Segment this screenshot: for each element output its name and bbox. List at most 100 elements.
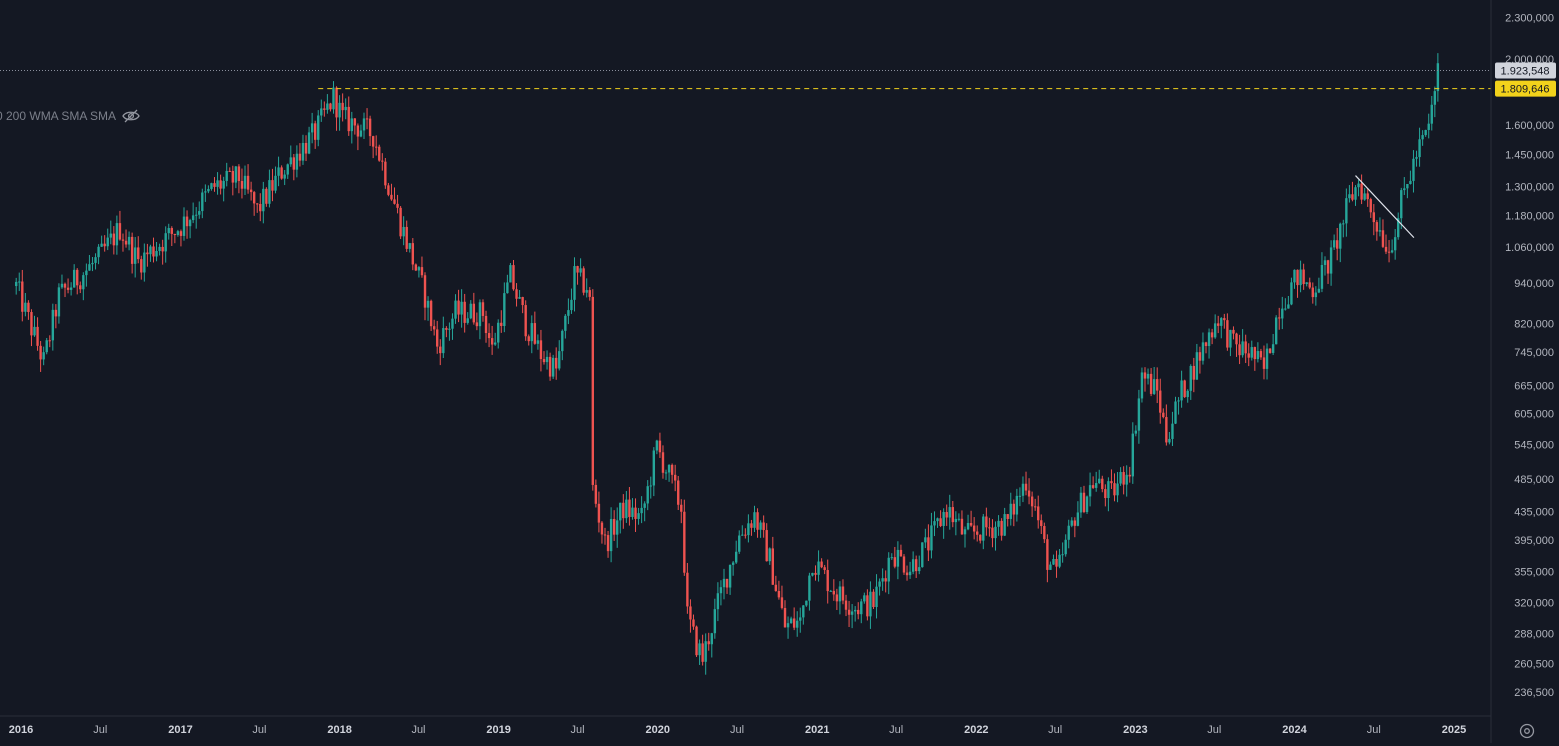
- candle: [875, 574, 878, 619]
- candle: [484, 310, 488, 343]
- candle: [478, 299, 482, 340]
- candle: [1329, 240, 1333, 286]
- candle: [1384, 234, 1388, 255]
- candle: [1110, 469, 1113, 489]
- price-axis[interactable]: 236,500 260,500 288,000 320,000 355,000 395,0…: [1505, 13, 1554, 699]
- candle: [1189, 364, 1192, 400]
- candle: [72, 264, 76, 288]
- candle: [887, 552, 890, 595]
- x-tick-label: Jul: [411, 724, 425, 736]
- candle: [649, 476, 652, 499]
- y-tick-label: 820,000: [1514, 318, 1554, 330]
- x-tick-label: 2021: [805, 724, 829, 736]
- candle: [991, 519, 994, 548]
- candle: [88, 255, 91, 271]
- candle: [48, 335, 51, 348]
- candle: [1143, 367, 1147, 392]
- y-tick-label: 236,500: [1514, 687, 1554, 699]
- candle: [1146, 368, 1150, 385]
- trend-line[interactable]: [1355, 175, 1415, 239]
- candle: [792, 607, 796, 631]
- candle: [133, 237, 137, 278]
- candle: [597, 491, 601, 533]
- candle: [249, 181, 253, 201]
- candle: [554, 347, 558, 380]
- candle: [750, 519, 753, 536]
- candle: [127, 231, 131, 251]
- candle: [1018, 487, 1022, 507]
- candle: [112, 226, 116, 255]
- candle: [417, 266, 421, 278]
- indicator-legend[interactable]: 0 200 WMA SMA SMA: [0, 109, 140, 123]
- candle: [432, 319, 436, 336]
- candle: [728, 564, 732, 595]
- candle: [411, 238, 415, 271]
- candle: [329, 102, 332, 112]
- candle: [1156, 367, 1159, 404]
- y-tick-label: 395,000: [1514, 535, 1554, 547]
- candle: [155, 241, 158, 262]
- candle: [823, 564, 826, 575]
- candle: [1421, 130, 1424, 146]
- candle: [533, 311, 537, 345]
- candle: [774, 575, 778, 592]
- candle: [725, 578, 729, 594]
- candle: [1253, 346, 1257, 371]
- candle: [1287, 295, 1290, 309]
- candle: [173, 233, 177, 244]
- candle: [1348, 185, 1351, 203]
- candle: [869, 581, 872, 629]
- candle: [466, 312, 469, 325]
- candle: [304, 135, 308, 162]
- candle: [445, 326, 448, 338]
- y-tick-label: 665,000: [1514, 380, 1554, 392]
- candle: [561, 329, 564, 361]
- candle: [756, 508, 759, 538]
- x-tick-label: 2019: [486, 724, 510, 736]
- candle: [317, 110, 320, 147]
- candle: [1418, 127, 1421, 167]
- candle: [573, 257, 576, 312]
- candle: [957, 513, 961, 522]
- candle: [1024, 471, 1028, 496]
- time-axis[interactable]: 2016 Jul 2017 Jul 2018 Jul 2019 Jul 2020 Jul 2021 J…: [9, 724, 1466, 736]
- candle: [738, 530, 741, 554]
- candle: [759, 520, 762, 538]
- y-tick-label: 320,000: [1514, 597, 1554, 609]
- eye-off-icon[interactable]: [122, 109, 140, 123]
- gear-icon[interactable]: [1517, 721, 1537, 741]
- candle: [747, 514, 750, 543]
- candle: [399, 206, 402, 240]
- candle: [762, 515, 765, 538]
- candle: [1149, 368, 1153, 397]
- candle: [838, 581, 842, 615]
- candle: [124, 229, 128, 248]
- candle: [1152, 366, 1156, 395]
- candle: [1021, 476, 1025, 503]
- candle: [1345, 188, 1348, 237]
- candle: [1040, 514, 1043, 535]
- candle: [170, 226, 173, 247]
- candle: [1180, 370, 1183, 408]
- candle: [622, 494, 625, 529]
- candle: [579, 258, 582, 277]
- candle: [332, 81, 335, 114]
- candle: [1003, 507, 1006, 537]
- candle: [835, 588, 839, 610]
- candle: [567, 298, 570, 325]
- candle: [30, 309, 33, 347]
- x-tick-label: Jul: [252, 724, 266, 736]
- x-tick-label: Jul: [1367, 724, 1381, 736]
- candle: [652, 447, 656, 497]
- candle: [365, 108, 369, 130]
- candles: [15, 53, 1440, 675]
- candle: [1159, 378, 1162, 424]
- candle: [237, 164, 241, 194]
- candle: [1314, 286, 1318, 306]
- candle: [765, 523, 768, 562]
- candle: [66, 278, 70, 294]
- candle: [63, 282, 67, 298]
- candle: [243, 165, 247, 196]
- candle: [130, 232, 134, 274]
